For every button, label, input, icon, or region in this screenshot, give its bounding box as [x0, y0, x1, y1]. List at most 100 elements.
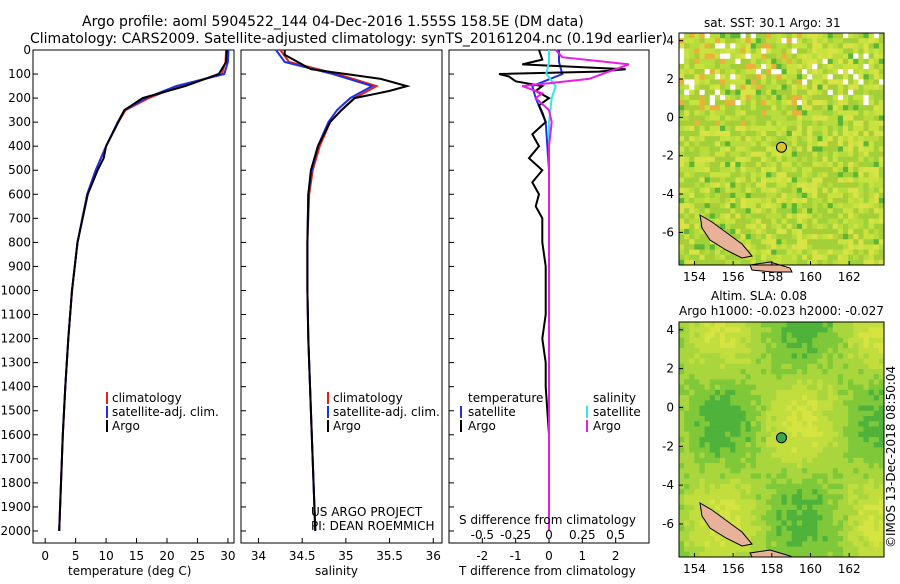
map-cell — [755, 156, 762, 163]
map-cell — [858, 259, 864, 266]
map-cell — [781, 74, 788, 80]
map-cell — [745, 182, 752, 189]
map-cell — [791, 120, 798, 127]
y-tick-label: 1200 — [0, 332, 31, 346]
map-cell — [853, 389, 859, 396]
map-cell — [735, 218, 741, 225]
map-cell — [873, 53, 880, 60]
map-cell — [684, 410, 690, 417]
map-cell — [832, 442, 839, 448]
map-cell — [761, 177, 767, 183]
map-cell — [699, 172, 706, 178]
map-cell — [679, 161, 685, 168]
map-cell — [812, 38, 818, 44]
map-cell — [720, 431, 726, 438]
map-cell — [822, 447, 829, 453]
map-cell — [720, 146, 726, 152]
y-tick-label: 0 — [23, 43, 31, 57]
map-cell — [781, 530, 788, 537]
map-cell — [761, 223, 767, 230]
map-cell — [786, 115, 793, 122]
map-cell — [766, 223, 772, 230]
map-cell — [740, 105, 747, 111]
map-cell — [878, 130, 885, 137]
map-cell — [827, 546, 834, 553]
map-cell — [863, 400, 870, 406]
map-cell — [730, 421, 736, 427]
map-cell — [791, 457, 798, 464]
map-cell — [699, 400, 706, 406]
map-cell — [863, 203, 870, 209]
map-cell — [776, 468, 782, 474]
map-cell — [878, 463, 885, 469]
map-cell — [848, 405, 854, 412]
map-cell — [802, 510, 808, 516]
temperature-panel: 0100200300400500600700800900100011001200… — [0, 43, 235, 578]
map-cell — [725, 510, 731, 516]
map-cell — [868, 369, 875, 375]
map-cell — [848, 192, 854, 199]
map-cell — [786, 504, 793, 511]
map-cell — [837, 130, 844, 137]
figure-title-line2: Climatology: CARS2009. Satellite-adjuste… — [30, 31, 667, 47]
map-cell — [684, 63, 690, 70]
map-cell — [745, 115, 752, 122]
map-cell — [709, 322, 716, 328]
map-cell — [873, 79, 880, 85]
map-cell — [878, 348, 885, 354]
map-cell — [837, 436, 844, 443]
map-cell — [853, 494, 859, 500]
map-cell — [817, 43, 823, 49]
map-cell — [771, 110, 777, 116]
map-cell — [786, 348, 793, 354]
y-tick-label: 1000 — [0, 283, 31, 297]
map-cell — [699, 332, 706, 339]
map-cell — [750, 389, 757, 396]
map-cell — [679, 431, 685, 438]
map-cell — [878, 213, 885, 219]
map-cell — [843, 515, 849, 521]
map-cell — [817, 197, 823, 204]
map-cell — [745, 530, 752, 537]
map-cell — [714, 74, 721, 80]
map-cell — [848, 369, 854, 375]
map-cell — [853, 541, 859, 547]
map-cell — [714, 167, 721, 173]
map-cell — [858, 494, 864, 500]
map-cell — [766, 94, 772, 101]
map-cell — [694, 515, 700, 521]
map-cell — [720, 546, 726, 553]
map-cell — [776, 228, 782, 235]
map-cell — [878, 447, 885, 453]
map-cell — [755, 58, 762, 65]
map-cell — [781, 447, 788, 453]
map-cell — [766, 468, 772, 474]
map-cell — [745, 136, 752, 142]
map-cell — [807, 416, 813, 422]
map-cell — [786, 442, 793, 448]
map-cell — [807, 125, 813, 132]
map-cell — [740, 74, 747, 80]
map-cell — [807, 182, 813, 189]
map-cell — [822, 177, 829, 183]
map-cell — [827, 38, 834, 44]
map-cell — [796, 536, 803, 542]
map-cell — [694, 374, 700, 380]
map-cell — [720, 43, 726, 49]
map-cell — [735, 208, 741, 214]
map-cell — [766, 203, 772, 209]
map-cell — [776, 332, 782, 339]
map-cell — [750, 79, 757, 85]
map-cell — [812, 223, 818, 230]
map-cell — [807, 151, 813, 158]
map-cell — [679, 234, 685, 240]
map-cell — [822, 520, 829, 527]
map-cell — [766, 151, 772, 158]
map-cell — [766, 33, 772, 39]
map-cell — [868, 223, 875, 230]
map-cell — [796, 218, 803, 225]
map-cell — [730, 504, 736, 511]
map-cell — [761, 228, 767, 235]
map-cell — [858, 447, 864, 453]
map-cell — [745, 218, 752, 225]
